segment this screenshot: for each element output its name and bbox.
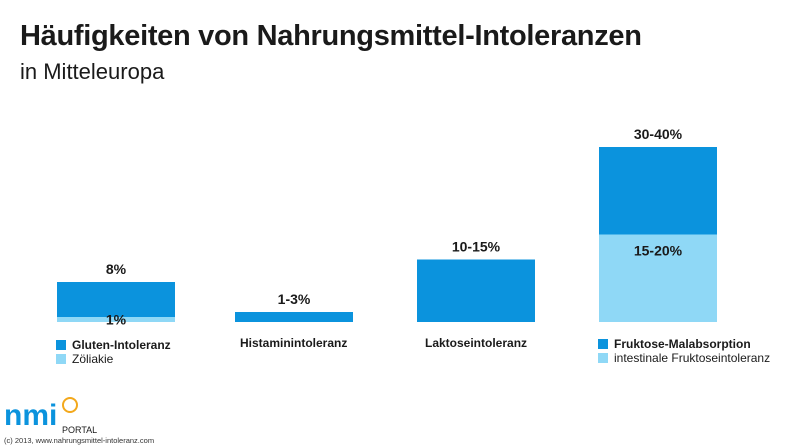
bar-4-value-label: 30-40% <box>634 126 683 142</box>
bar-1-value-label: 8% <box>106 261 127 277</box>
bar-4-sub <box>599 234 717 322</box>
legend-swatch-zoeliakie <box>56 354 66 364</box>
chart-subtitle: in Mitteleuropa <box>20 59 165 84</box>
bar-3-value-label: 10-15% <box>452 239 501 255</box>
legend-swatch-gluten <box>56 340 66 350</box>
copyright-text: (c) 2013, www.nahrungsmittel-intoleranz.… <box>4 436 155 445</box>
bar-4-sub-label: 15-20% <box>634 243 683 259</box>
bar-1 <box>57 282 175 322</box>
bar-3 <box>417 259 535 322</box>
legend-swatch-fruktose <box>598 339 608 349</box>
legend-gluten: Gluten-Intoleranz Zöliakie <box>56 338 171 366</box>
logo-text: nmi <box>4 399 57 432</box>
bar-2 <box>235 312 353 322</box>
bar-1-sub <box>57 317 175 322</box>
legend-label-gluten: Gluten-Intoleranz <box>72 338 171 352</box>
legend-swatch-intestinal <box>598 353 608 363</box>
legend-label-intestinal: intestinale Fruktoseintoleranz <box>614 351 771 365</box>
legend-label-fruktose: Fruktose-Malabsorption <box>614 337 751 351</box>
logo-sub: PORTAL <box>62 425 97 435</box>
bar-2-value-label: 1-3% <box>278 291 311 307</box>
legend-label-zoeliakie: Zöliakie <box>72 352 114 366</box>
nmi-portal-logo: nmi PORTAL <box>4 397 97 435</box>
bar-1-sub-label: 1% <box>106 312 127 328</box>
category-label-histamin: Histaminintoleranz <box>240 336 348 350</box>
chart-title: Häufigkeiten von Nahrungsmittel-Intolera… <box>20 20 642 52</box>
category-label-laktose: Laktoseintoleranz <box>425 336 528 350</box>
legend-fruktose: Fruktose-Malabsorption intestinale Frukt… <box>598 337 770 365</box>
